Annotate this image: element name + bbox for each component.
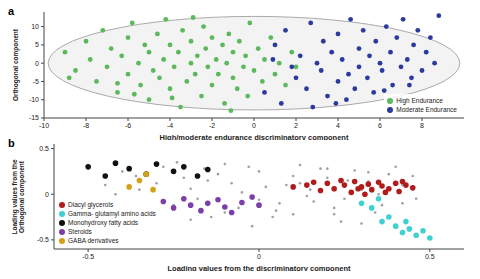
html-text:a: a xyxy=(8,5,15,17)
svg-text:4: 4 xyxy=(336,122,340,129)
html-text:Gamma- glutamyl amino acids: Gamma- glutamyl amino acids xyxy=(68,210,156,217)
svg-text:2: 2 xyxy=(294,122,298,129)
svg-text:-5: -5 xyxy=(33,78,39,85)
svg-text:8: 8 xyxy=(420,122,424,129)
svg-text:-2: -2 xyxy=(209,122,215,129)
svg-text:-4: -4 xyxy=(167,122,173,129)
svg-text:-8: -8 xyxy=(83,122,89,129)
html-text:High Endurance: High Endurance xyxy=(396,97,443,104)
svg-text:-10: -10 xyxy=(39,122,49,129)
svg-text:5: 5 xyxy=(35,41,39,48)
svg-text:High/moderate endurance discri: High/moderate endurance discriminatory c… xyxy=(160,133,349,140)
svg-text:-6: -6 xyxy=(125,122,131,129)
svg-text:0: 0 xyxy=(252,122,256,129)
svg-text:Loading values from the discri: Loading values from the discriminatory c… xyxy=(168,264,351,271)
html-text:Steroids: Steroids xyxy=(68,228,92,235)
svg-text:0.5: 0.5 xyxy=(39,145,49,152)
svg-text:0: 0 xyxy=(257,253,261,260)
html-text:Moderate Endurance: Moderate Endurance xyxy=(396,106,457,113)
html-text:GABA derivatives: GABA derivatives xyxy=(68,237,119,244)
svg-text:6: 6 xyxy=(378,122,382,129)
svg-text:-0.5: -0.5 xyxy=(82,253,94,260)
svg-text:10: 10 xyxy=(31,23,39,30)
svg-text:-0.5: -0.5 xyxy=(37,236,49,243)
html-text:Loading values from the Orthog: Loading values from the Orthogonal compo… xyxy=(11,158,25,235)
html-text:Monohydroxy fatty acids: Monohydroxy fatty acids xyxy=(68,219,139,226)
html-text:Diacyl glycerols: Diacyl glycerols xyxy=(68,201,114,208)
svg-text:-10: -10 xyxy=(29,96,39,103)
svg-text:0.5: 0.5 xyxy=(425,253,435,260)
html-text:b: b xyxy=(8,137,15,149)
html-text:Orthogonal component: Orthogonal component xyxy=(11,29,19,101)
svg-text:-15: -15 xyxy=(29,114,39,121)
svg-text:0: 0 xyxy=(45,191,49,198)
svg-text:0: 0 xyxy=(35,60,39,67)
